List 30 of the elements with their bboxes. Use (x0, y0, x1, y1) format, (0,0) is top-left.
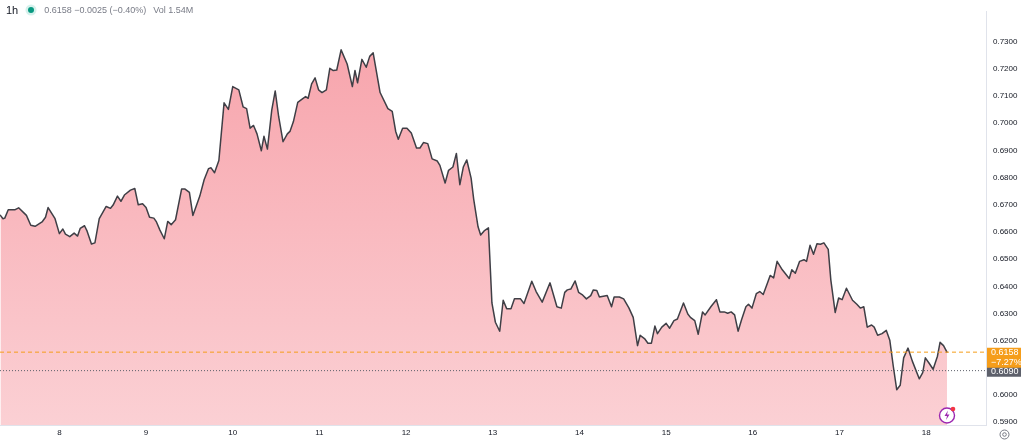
y-tick-label: 0.7100 (993, 91, 1019, 101)
annotation: Vol 1.54M (153, 5, 194, 15)
x-tick-label: 12 (401, 428, 412, 437)
y-tick-label: 0.5900 (993, 417, 1019, 427)
y-tick-label: 0.7000 (993, 118, 1019, 128)
x-tick-label: 8 (57, 428, 63, 437)
x-tick-label: 15 (661, 428, 672, 437)
y-tick-label: 0.6200 (993, 335, 1019, 345)
x-tick-label: 13 (488, 428, 498, 437)
y-tick-label: 0.6900 (993, 145, 1019, 155)
x-tick-label: 9 (143, 428, 149, 437)
y-tick-label: 0.6300 (993, 308, 1019, 318)
y-tick-label: 0.6500 (993, 254, 1019, 264)
x-tick-label: 11 (315, 428, 325, 437)
x-tick-label: 18 (921, 428, 932, 437)
ref-line-label: 0.6090 (991, 365, 1019, 376)
x-tick-label: 14 (575, 428, 585, 437)
x-tick-label: 10 (228, 428, 238, 437)
y-tick-label: 0.7200 (993, 64, 1019, 74)
y-tick-label: 0.7300 (993, 36, 1019, 46)
ref-line-label: 0.6158 −7.27% (991, 347, 1022, 367)
y-tick-label: 0.6400 (993, 281, 1019, 291)
x-tick-label: 17 (835, 428, 845, 437)
chart-title: 1h (6, 4, 19, 16)
y-tick-label: 0.6000 (993, 390, 1019, 400)
y-tick-label: 0.6600 (993, 227, 1019, 237)
x-tick-label: 16 (748, 428, 758, 437)
y-tick-label: 0.6700 (993, 200, 1019, 210)
y-tick-label: 0.6800 (993, 172, 1019, 182)
annotation: 0.6158 −0.0025 (−0.40%) (44, 5, 147, 15)
